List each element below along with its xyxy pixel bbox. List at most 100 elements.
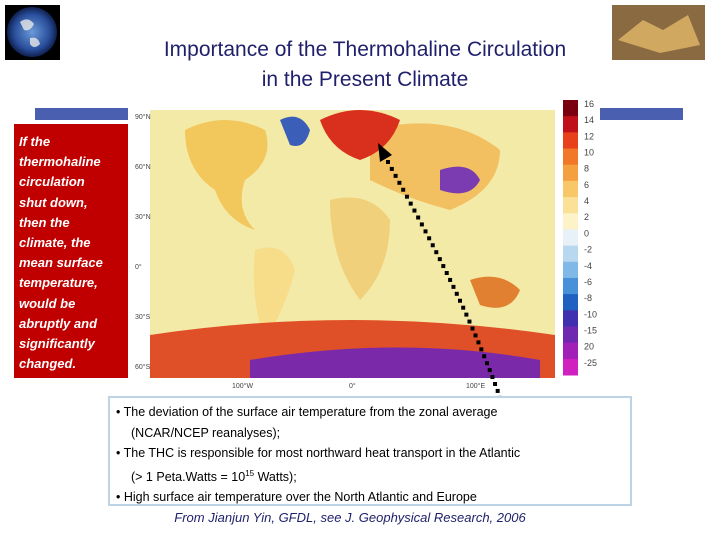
colorbar-label: 0 — [584, 228, 589, 238]
arrow-dot — [397, 180, 402, 185]
arrow-dot — [404, 194, 409, 199]
colorbar-swatch — [563, 245, 578, 263]
bullet-text: High surface air temperature over the No… — [123, 490, 477, 505]
lat-label: 90°N — [135, 113, 151, 121]
bullet-text: Watts); — [254, 469, 297, 484]
colorbar-swatch — [563, 148, 578, 166]
bullet-line: (> 1 Peta.Watts = 1015 Watts); — [116, 464, 630, 488]
colorbar-swatch — [563, 164, 578, 182]
bullet-box: • The deviation of the surface air tempe… — [108, 396, 632, 506]
arrow-dot — [408, 201, 413, 206]
arrow-dot — [389, 166, 394, 171]
callout-line: would be — [19, 295, 76, 311]
callout-line: abruptly and — [19, 315, 98, 331]
colorbar-label: 6 — [584, 180, 589, 190]
bullet: • High surface air temperature over the … — [116, 490, 477, 505]
callout-line: circulation — [19, 174, 85, 190]
arrow-head — [378, 143, 392, 162]
callout-line: mean surface — [19, 255, 103, 271]
arrow-dot — [458, 298, 463, 303]
colorbar-swatch — [563, 229, 578, 247]
bullet-text: The THC is responsible for most northwar… — [123, 446, 521, 460]
arrow-dot — [493, 382, 498, 386]
arrow-dot — [416, 215, 421, 220]
earth-globe — [7, 7, 57, 57]
map-antarctica — [250, 347, 540, 378]
colorbar-label: -8 — [584, 293, 592, 303]
colorbar-label: 8 — [584, 164, 589, 174]
title: Importance of the Thermohaline Circulati… — [163, 38, 567, 61]
arrow-dot — [476, 340, 481, 345]
callout-line: changed. — [19, 356, 77, 372]
arrow-dot — [419, 222, 424, 227]
colorbar-label: -10 — [584, 309, 597, 319]
colorbar-swatch — [563, 116, 578, 133]
arrow-dot — [444, 271, 449, 275]
arrow-dot — [393, 173, 398, 178]
lat-label: 0° — [135, 263, 142, 271]
accent-bar — [35, 108, 128, 120]
colorbar-label: -25 — [584, 358, 597, 368]
arrow-dot — [482, 354, 487, 359]
arrow-dot — [448, 277, 453, 282]
map-australia — [470, 276, 520, 308]
colorbar-label: -2 — [584, 245, 592, 255]
arrow-dot — [401, 187, 406, 192]
colorbar-label: 12 — [584, 131, 594, 141]
arrow-dot — [487, 368, 492, 373]
callout-line: temperature, — [19, 275, 98, 291]
map-cold-asia — [440, 166, 480, 194]
lat-label: 60°S — [135, 363, 151, 371]
map: 90°N 60°N 30°N 0° 30°S 60°S 100°W 0° 100°E — [135, 110, 555, 390]
accent-bar — [600, 108, 683, 120]
arrow-dot — [495, 388, 500, 393]
arrow-dot — [479, 347, 484, 352]
superscript: 15 — [245, 468, 255, 478]
arrow-dot — [461, 305, 466, 310]
bullet: • The THC is responsible for most northw… — [116, 446, 521, 460]
lat-label: 30°S — [135, 313, 151, 321]
arrow-dot — [386, 160, 390, 164]
callout-line: If the — [19, 134, 51, 149]
bullet: • The deviation of the surface air tempe… — [116, 405, 498, 419]
callout-line: then the — [19, 214, 70, 230]
map-africa — [330, 197, 390, 300]
lat-label: 30°N — [135, 213, 151, 221]
callout-line: significantly — [19, 336, 95, 352]
map-north-america — [185, 120, 268, 230]
citation: From Jianjun Yin, GFDL, see J. Geophysic… — [174, 510, 526, 525]
arrow-dot — [467, 319, 472, 324]
colorbar-swatch — [563, 100, 578, 117]
colorbar-swatch — [563, 342, 578, 360]
arrow-dot — [470, 326, 475, 331]
arrow-dot — [451, 284, 456, 289]
lon-label: 100°W — [232, 382, 253, 390]
arrow-dot — [434, 250, 439, 255]
map-south-america — [253, 247, 295, 340]
colorbar-swatch — [563, 326, 578, 344]
colorbar-label: -6 — [584, 277, 592, 287]
arrow-dot — [490, 375, 495, 380]
callout-line: climate, the — [19, 235, 91, 251]
colorbar-swatch — [563, 213, 578, 230]
earth-clouds — [20, 19, 40, 47]
bullet-text: (> 1 Peta.Watts = 10 — [131, 469, 246, 484]
arrow-dot — [427, 236, 432, 241]
arrow-dot — [484, 361, 489, 366]
bullet-text: The deviation of the surface air tempera… — [123, 405, 498, 419]
arrow-dot — [437, 257, 442, 262]
arrow-dot — [441, 264, 446, 269]
callout-line: shut down, — [19, 194, 88, 210]
colorbar-swatch — [563, 310, 578, 327]
arrow-dot — [423, 229, 428, 234]
arrow-dot — [412, 208, 417, 213]
lon-label: 100°E — [466, 382, 485, 390]
colorbar-swatch — [563, 180, 578, 198]
callout-line: thermohaline — [19, 154, 101, 170]
colorbar-label: 16 — [584, 99, 594, 109]
bullet-text: (NCAR/NCEP reanalyses); — [131, 425, 281, 440]
arrow-dot — [430, 243, 435, 248]
colorbar-label: 20 — [584, 342, 594, 352]
